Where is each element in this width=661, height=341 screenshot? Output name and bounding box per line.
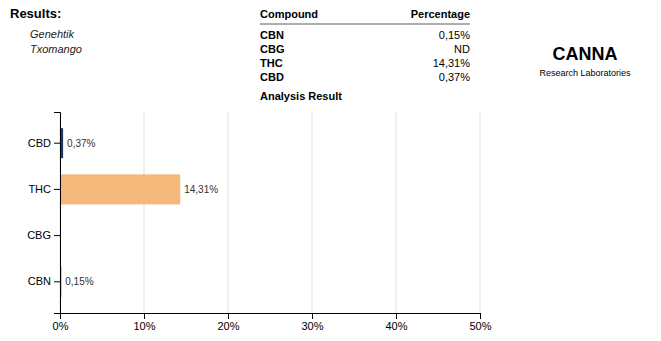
tick-label: 40% — [385, 320, 407, 332]
grid — [60, 112, 480, 313]
grid-line — [480, 112, 481, 313]
data-label: 0,37% — [67, 138, 95, 149]
data-label: 14,31% — [184, 184, 218, 195]
x-axis: 0% 10% 20% 30% 40% 50% — [53, 313, 492, 332]
tick-label: CBD — [28, 137, 51, 149]
grid-line — [312, 112, 313, 313]
tick: 20% — [217, 313, 239, 332]
axis-line — [61, 314, 481, 320]
table-cell: 14,31% — [433, 57, 471, 69]
table-cell: THC — [260, 57, 283, 69]
tick: THC — [28, 183, 60, 195]
tick-label: 50% — [469, 320, 491, 332]
axis-line — [54, 113, 61, 314]
tick-mark — [54, 143, 60, 144]
tick: 40% — [385, 313, 407, 332]
tick: CBN — [28, 275, 60, 287]
header: Results: Genehtik Txomango — [10, 6, 82, 55]
data-labels: 0,37% 14,31% 0,15% — [65, 138, 218, 288]
grid-line — [396, 112, 397, 313]
logo-text: CANNA — [553, 44, 618, 64]
title: Results: — [10, 6, 61, 21]
table-rule — [260, 24, 470, 25]
subtitle: Txomango — [30, 43, 82, 55]
tick: 50% — [469, 313, 491, 332]
tick-label: CBG — [27, 229, 51, 241]
tick-mark — [396, 313, 397, 319]
y-axis: CBD THC CBG CBN — [27, 113, 60, 314]
tick-mark — [312, 313, 313, 319]
logo-subtext: Research Laboratories — [539, 68, 631, 78]
plot: 0,37%14,31%0,15%0%10%20%30%40%50%CBDTHCC… — [27, 112, 492, 332]
tick: CBD — [28, 137, 60, 149]
table-cell: ND — [454, 43, 470, 55]
table-cell: CBD — [260, 71, 284, 83]
tick-mark — [54, 189, 60, 190]
table-cell: CBG — [260, 43, 284, 55]
chart: Results: Genehtik Txomango Compound Percenta… — [0, 0, 661, 341]
tick-mark — [54, 235, 60, 236]
tick: CBG — [27, 229, 60, 241]
bar — [60, 174, 180, 204]
tick-mark — [144, 313, 145, 319]
tick: 0% — [53, 313, 69, 332]
tick-mark — [228, 313, 229, 319]
table-header: Percentage — [411, 8, 470, 20]
table-cell: 0,37% — [439, 71, 470, 83]
tick-mark — [54, 281, 60, 282]
tick-label: THC — [28, 183, 51, 195]
table-cell: CBN — [260, 29, 284, 41]
table-header: Compound — [260, 8, 318, 20]
tick-label: 20% — [217, 320, 239, 332]
tick-label: 30% — [301, 320, 323, 332]
table: Compound Percentage CBN 0,15% CBG ND THC 14,31%… — [260, 8, 470, 83]
tick: 10% — [133, 313, 155, 332]
table-cell: 0,15% — [439, 29, 470, 41]
chart-label: Analysis Result — [260, 90, 342, 102]
bars — [60, 128, 180, 297]
tick-mark — [480, 313, 481, 319]
grid-line — [144, 112, 145, 313]
tick-label: 0% — [53, 320, 69, 332]
subtitle: Genehtik — [30, 28, 75, 40]
grid-line — [228, 112, 229, 313]
tick-label: 10% — [133, 320, 155, 332]
data-label: 0,15% — [65, 276, 93, 287]
tick-label: CBN — [28, 275, 51, 287]
tick: 30% — [301, 313, 323, 332]
